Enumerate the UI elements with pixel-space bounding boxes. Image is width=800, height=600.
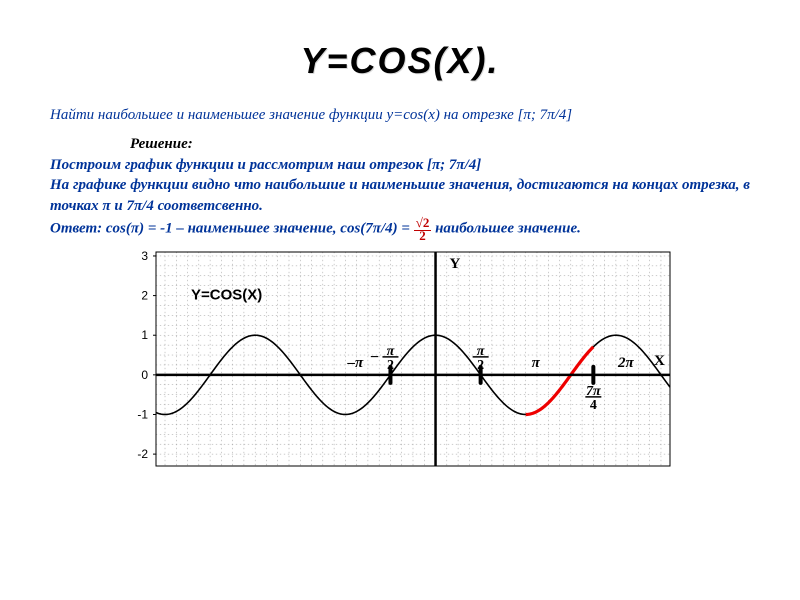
svg-text:1: 1 [141, 328, 148, 342]
body-line-2: На графике функции видно что наибольшие … [50, 177, 750, 213]
svg-text:2π: 2π [617, 355, 635, 371]
svg-text:X: X [654, 353, 665, 369]
page-title: Y=COS(X). [50, 40, 750, 82]
problem-statement: Найти наибольшее и наименьшее значение ф… [50, 107, 750, 124]
svg-text:−: − [370, 349, 379, 366]
svg-text:4: 4 [590, 398, 597, 413]
solution-label: Решение: [130, 136, 750, 153]
svg-text:π: π [532, 355, 541, 371]
answer-prefix: Ответ: cos(π) = -1 – наименьшее значение… [50, 220, 414, 236]
svg-text:2: 2 [477, 358, 484, 373]
solution-body: Построим график функции и рассмотрим наш… [50, 155, 750, 242]
cosine-chart: -2-10123–ππ2−π2π7π42πYXY=COS(X) [120, 246, 680, 476]
svg-text:Y: Y [450, 256, 461, 272]
svg-text:0: 0 [141, 368, 148, 382]
answer-frac-den: 2 [417, 228, 428, 243]
answer-fraction: √2 2 [414, 216, 432, 242]
svg-text:Y=COS(X): Y=COS(X) [191, 286, 262, 303]
svg-text:2: 2 [387, 358, 394, 373]
svg-text:–π: –π [347, 355, 365, 371]
svg-text:2: 2 [141, 288, 148, 302]
chart-container: -2-10123–ππ2−π2π7π42πYXY=COS(X) [120, 246, 750, 481]
svg-text:-2: -2 [137, 447, 148, 461]
svg-text:3: 3 [141, 249, 148, 263]
svg-text:-1: -1 [137, 407, 148, 421]
answer-suffix: наибольшее значение. [435, 220, 581, 236]
body-line-1: Построим график функции и рассмотрим наш… [50, 157, 481, 173]
